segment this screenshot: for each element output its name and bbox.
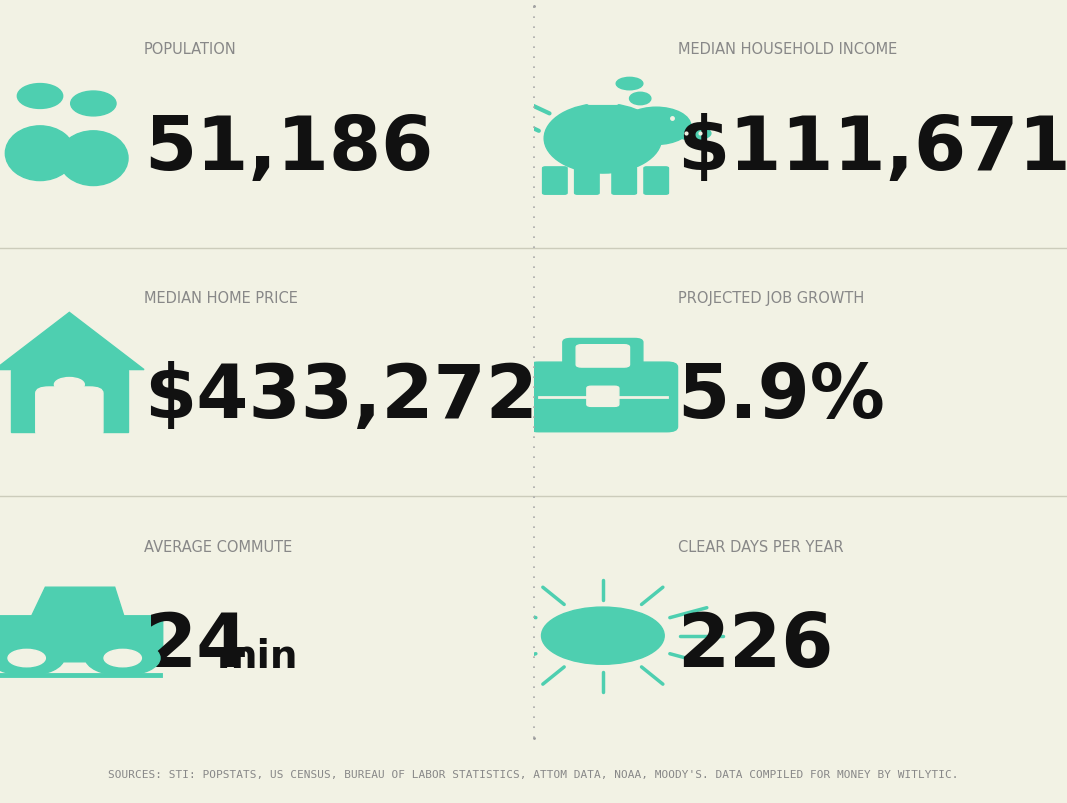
Circle shape [542,607,664,664]
Text: SOURCES: STI: POPSTATS, US CENSUS, BUREAU OF LABOR STATISTICS, ATTOM DATA, NOAA,: SOURCES: STI: POPSTATS, US CENSUS, BUREA… [108,769,959,779]
FancyBboxPatch shape [528,363,678,432]
FancyBboxPatch shape [612,168,636,195]
Polygon shape [0,313,144,370]
Ellipse shape [621,108,691,145]
FancyBboxPatch shape [576,345,630,368]
Circle shape [7,650,45,667]
Ellipse shape [676,128,711,141]
Ellipse shape [5,127,75,181]
Circle shape [105,650,141,667]
Circle shape [617,78,642,91]
FancyBboxPatch shape [588,99,618,105]
Text: MEDIAN HOUSEHOLD INCOME: MEDIAN HOUSEHOLD INCOME [678,43,896,57]
Text: 51,186: 51,186 [144,112,433,185]
Circle shape [85,641,160,675]
Text: CLEAR DAYS PER YEAR: CLEAR DAYS PER YEAR [678,539,843,554]
Text: $433,272: $433,272 [144,361,538,434]
FancyBboxPatch shape [0,616,162,662]
FancyBboxPatch shape [36,388,102,438]
Circle shape [0,641,64,675]
Text: POPULATION: POPULATION [144,43,237,57]
FancyBboxPatch shape [563,339,642,371]
FancyBboxPatch shape [587,387,619,407]
Circle shape [54,378,84,392]
Text: AVERAGE COMMUTE: AVERAGE COMMUTE [144,539,292,554]
Ellipse shape [630,93,651,105]
Ellipse shape [544,104,662,174]
Text: PROJECTED JOB GROWTH: PROJECTED JOB GROWTH [678,291,864,306]
Text: MEDIAN HOME PRICE: MEDIAN HOME PRICE [144,291,298,306]
Polygon shape [30,588,126,621]
Text: 226: 226 [678,609,834,683]
Text: min: min [217,637,298,675]
Ellipse shape [59,132,128,186]
FancyBboxPatch shape [11,370,128,432]
Ellipse shape [70,92,116,116]
Text: 5.9%: 5.9% [678,361,886,434]
FancyBboxPatch shape [644,168,668,195]
Text: $111,671: $111,671 [678,112,1067,185]
Text: 24: 24 [144,609,249,683]
Ellipse shape [17,84,63,109]
FancyBboxPatch shape [543,168,568,195]
FancyBboxPatch shape [575,168,600,195]
